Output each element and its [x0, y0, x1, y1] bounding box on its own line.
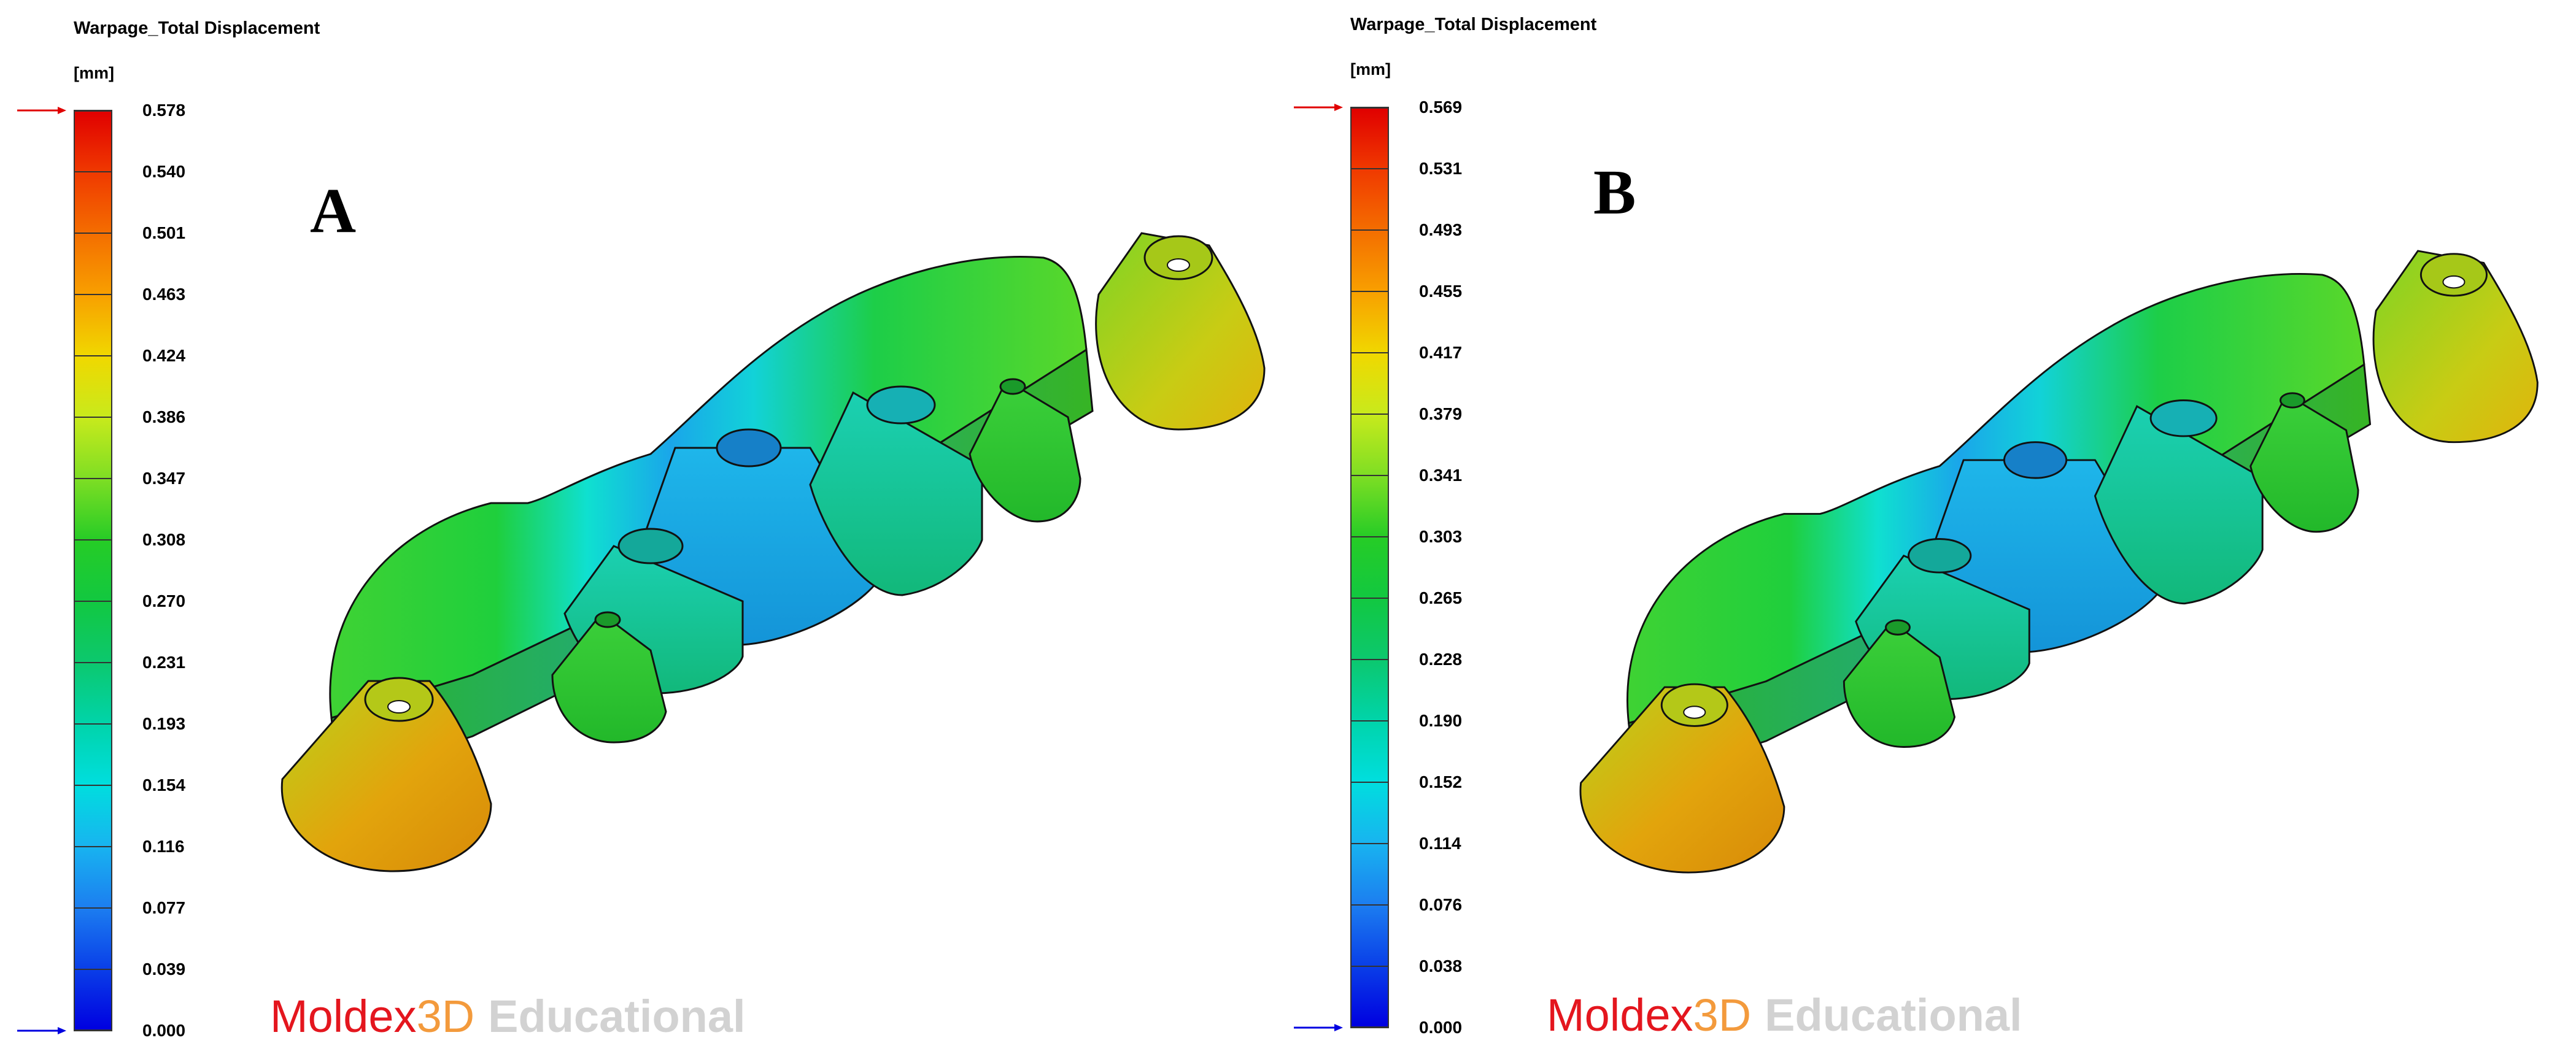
color-scale-tick	[74, 355, 112, 356]
color-scale-label: 0.379	[1419, 404, 1463, 423]
color-scale-tick	[1350, 475, 1389, 476]
logo-brand-moldex: Moldex	[1547, 990, 1693, 1041]
color-scale-label: 0.424	[142, 346, 186, 365]
max-value-arrow-icon	[17, 107, 66, 114]
color-scale-label: 0.038	[1419, 956, 1463, 975]
color-scale-tick	[1350, 229, 1389, 231]
color-scale-tick	[1350, 904, 1389, 906]
color-scale-label: 0.531	[1419, 159, 1463, 178]
color-scale-bar	[74, 110, 112, 1031]
color-scale-label: 0.578	[142, 101, 186, 120]
color-scale-tick	[74, 785, 112, 786]
color-scale-label: 0.114	[1419, 834, 1461, 853]
color-scale-label: 0.116	[142, 837, 185, 856]
color-scale-tick	[1350, 414, 1389, 415]
color-scale-label: 0.190	[1419, 711, 1463, 730]
color-scale-bar	[1350, 107, 1389, 1028]
legend-title: Warpage_Total Displacement	[74, 18, 320, 38]
logo-edition: Educational	[488, 991, 746, 1042]
color-scale-tick	[74, 233, 112, 234]
color-scale-tick	[1350, 168, 1389, 169]
color-scale-tick	[1350, 720, 1389, 721]
color-scale-label: 0.569	[1419, 98, 1463, 117]
color-scale-tick	[1350, 598, 1389, 599]
color-scale-tick	[74, 417, 112, 418]
legend-unit: [mm]	[74, 64, 114, 82]
color-scale-tick	[74, 846, 112, 847]
color-scale-label: 0.341	[1419, 466, 1463, 485]
color-scale-label: 0.540	[142, 162, 186, 181]
moldex3d-educational-logo: Moldex3D Educational	[270, 994, 746, 1039]
color-scale-tick	[74, 969, 112, 970]
color-scale-tick	[74, 539, 112, 541]
color-scale-label: 0.303	[1419, 527, 1463, 546]
warpage-model-b	[1579, 250, 2539, 874]
color-scale-tick	[1350, 291, 1389, 292]
logo-brand-3d: 3D	[416, 991, 475, 1042]
color-scale-label: 0.231	[142, 653, 186, 672]
color-scale-label: 0.228	[1419, 650, 1463, 669]
color-scale-tick	[1350, 966, 1389, 967]
logo-edition: Educational	[1765, 990, 2022, 1041]
color-scale-label: 0.270	[142, 591, 186, 610]
color-scale-tick	[1350, 782, 1389, 783]
color-scale-tick	[74, 662, 112, 663]
color-scale-tick	[1350, 659, 1389, 660]
logo-brand-3d: 3D	[1693, 990, 1752, 1041]
legend-unit: [mm]	[1350, 60, 1391, 79]
panel-label: B	[1593, 157, 1636, 228]
logo-brand-moldex: Moldex	[270, 991, 417, 1042]
min-value-arrow-icon	[17, 1027, 66, 1034]
color-scale-label: 0.308	[142, 530, 186, 549]
min-value-arrow-icon	[1294, 1024, 1343, 1031]
color-scale-label: 0.347	[142, 469, 186, 488]
color-scale-label: 0.417	[1419, 343, 1463, 362]
color-scale-label: 0.193	[142, 714, 186, 733]
color-scale-label: 0.463	[142, 285, 186, 304]
result-panel-b: Warpage_Total Displacement [mm] B Moldex…	[1283, 0, 2576, 1062]
color-scale-label: 0.000	[142, 1021, 186, 1040]
color-scale-tick	[1350, 1027, 1389, 1028]
color-scale-tick	[74, 601, 112, 602]
moldex3d-educational-logo: Moldex3D Educational	[1547, 993, 2022, 1038]
max-value-arrow-icon	[1294, 104, 1343, 111]
warpage-model-a	[280, 232, 1266, 872]
color-scale-label: 0.501	[142, 223, 186, 242]
color-scale-label: 0.455	[1419, 282, 1463, 301]
color-scale-tick	[1350, 843, 1389, 844]
result-panel-a: Warpage_Total Displacement [mm] A	[0, 0, 1283, 1062]
color-scale-label: 0.386	[142, 407, 186, 426]
color-scale-label: 0.152	[1419, 772, 1463, 791]
color-scale-label: 0.039	[142, 960, 186, 979]
color-scale-label: 0.154	[142, 775, 186, 795]
color-scale-label: 0.076	[1419, 895, 1463, 914]
color-scale-tick	[1350, 536, 1389, 537]
panel-label: A	[310, 175, 357, 246]
color-scale-tick	[74, 1030, 112, 1031]
color-scale-tick	[74, 171, 112, 172]
color-scale-tick	[1350, 352, 1389, 353]
color-scale-label: 0.493	[1419, 220, 1463, 239]
color-scale-label: 0.265	[1419, 588, 1463, 607]
color-scale-tick	[74, 723, 112, 725]
color-scale-label: 0.000	[1419, 1018, 1463, 1037]
legend-title: Warpage_Total Displacement	[1350, 15, 1597, 34]
color-scale-tick	[74, 907, 112, 909]
color-scale-tick	[74, 478, 112, 479]
color-scale-tick	[1350, 107, 1389, 108]
color-scale-tick	[74, 294, 112, 295]
color-scale-tick	[74, 110, 112, 111]
color-scale-label: 0.077	[142, 898, 186, 917]
